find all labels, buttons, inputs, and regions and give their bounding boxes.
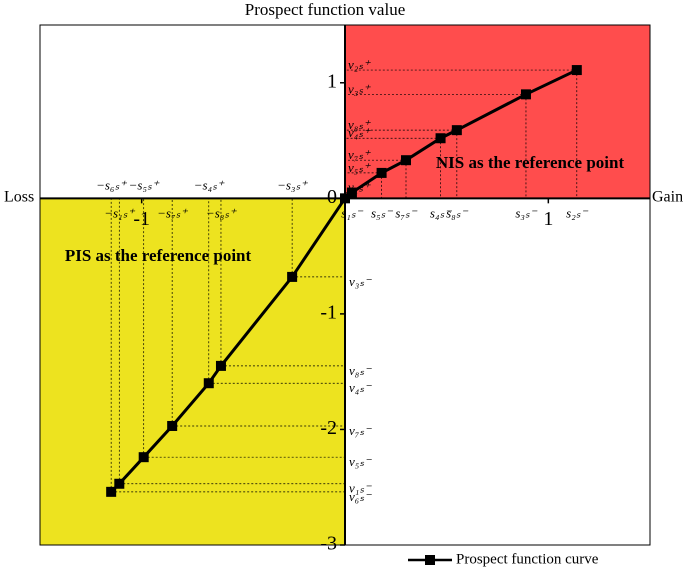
x-left-label: Loss [4, 189, 34, 206]
y-point-label: v₅ₛ⁺ [348, 160, 371, 175]
y-point-label: v₆ₛ⁻ [349, 489, 372, 504]
y-point-label: v₇ₛ⁺ [348, 147, 371, 162]
x-right-label: Gain [652, 189, 683, 206]
x-point-label: s₂ₛ⁻ [566, 205, 588, 220]
y-point-label: v₃ₛ⁺ [348, 81, 371, 96]
point-marker [346, 187, 357, 198]
chart-title: Prospect function value [245, 0, 406, 19]
point-marker [215, 360, 226, 371]
point-marker [106, 486, 117, 497]
y-point-label: v₅ₛ⁻ [349, 454, 372, 469]
x-point-label: −s₈ₛ⁺ [206, 205, 237, 220]
legend-label: Prospect function curve [456, 551, 599, 567]
point-marker [203, 378, 214, 389]
y-point-label: v₂ₛ⁺ [348, 57, 371, 72]
point-marker [401, 155, 411, 166]
y-point-label: v₁ₛ⁻ [349, 481, 372, 496]
point-marker [376, 167, 387, 178]
gain-region [345, 25, 650, 199]
x-tick-label: -1 [133, 208, 150, 230]
point-marker [435, 133, 446, 144]
x-tick-label: 1 [543, 208, 553, 230]
y-tick-label: -3 [320, 533, 337, 555]
x-point-label: s₈ₛ⁻ [446, 205, 468, 220]
point-marker [167, 420, 178, 431]
y-point-label: v₄ₛ⁺ [348, 125, 371, 140]
x-point-label: s₅ₛ⁻ [371, 205, 393, 220]
x-point-label: s₁ₛ⁻ [341, 205, 363, 220]
y-point-label: v₇ₛ⁻ [349, 423, 372, 438]
x-point-label: s₄ₛ⁻ [430, 205, 452, 220]
region-label: NIS as the reference point [436, 153, 625, 172]
y-tick-label: 0 [327, 186, 337, 208]
point-marker [114, 478, 125, 489]
y-point-label: v₈ₛ⁺ [348, 117, 371, 132]
point-marker [340, 193, 350, 204]
x-point-label: −s₆ₛ⁺ [96, 177, 127, 192]
point-marker [287, 271, 298, 282]
point-marker [571, 65, 582, 76]
x-point-label: −s₁ₛ⁺ [104, 205, 135, 220]
x-point-label: −s₄ₛ⁺ [194, 177, 225, 192]
x-point-label: −s₅ₛ⁺ [129, 177, 160, 192]
y-tick-label: -1 [320, 301, 337, 323]
point-marker [451, 125, 462, 136]
point-marker [520, 89, 531, 100]
x-point-label: −s₃ₛ⁺ [277, 177, 308, 192]
region-label: PIS as the reference point [65, 246, 252, 265]
x-point-label: s₇ₛ⁻ [395, 205, 417, 220]
y-point-label: v₄ₛ⁻ [349, 380, 372, 395]
y-tick-label: -2 [320, 417, 337, 439]
legend-marker [425, 555, 435, 565]
loss-region [40, 198, 345, 546]
point-marker [138, 452, 149, 463]
y-point-label: v₃ₛ⁻ [349, 274, 372, 289]
x-point-label: s₃ₛ⁻ [515, 205, 537, 220]
x-point-label: −s₇ₛ⁺ [157, 205, 188, 220]
y-tick-label: 1 [327, 70, 337, 92]
y-point-label: v₈ₛ⁻ [349, 363, 372, 378]
